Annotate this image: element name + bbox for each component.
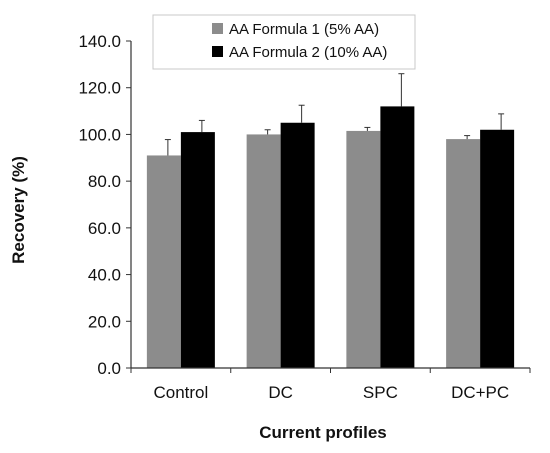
- legend: AA Formula 1 (5% AA) AA Formula 2 (10% AA…: [152, 14, 416, 70]
- y-tick-label: 0.0: [97, 359, 121, 378]
- legend-label: AA Formula 2 (10% AA): [229, 44, 387, 61]
- legend-label: AA Formula 1 (5% AA): [229, 21, 379, 38]
- y-axis-title: Recovery (%): [9, 156, 28, 264]
- x-tick-label: SPC: [363, 383, 398, 402]
- x-tick-label: DC+PC: [451, 383, 509, 402]
- y-tick-label: 140.0: [78, 32, 121, 51]
- bar-1-dc-pc: [446, 139, 481, 368]
- bars: [146, 106, 515, 369]
- bar-2-control: [180, 132, 215, 368]
- y-tick-label: 100.0: [78, 125, 121, 144]
- y-tick-label: 120.0: [78, 79, 121, 98]
- x-tick-labels: Control DC SPC DC+PC: [153, 383, 509, 402]
- x-tick-label: Control: [153, 383, 208, 402]
- bar-1-spc: [346, 130, 381, 368]
- bar-2-spc: [380, 106, 415, 369]
- y-tick-label: 60.0: [88, 219, 121, 238]
- legend-swatch: [212, 46, 223, 57]
- bar-1-dc: [246, 134, 281, 368]
- y-tick-label: 20.0: [88, 312, 121, 331]
- y-tick-label: 40.0: [88, 266, 121, 285]
- legend-box: [152, 14, 416, 70]
- bar-2-dc-pc: [480, 129, 515, 368]
- x-axis-title: Current profiles: [259, 423, 387, 442]
- y-tick-labels: 0.0 20.0 40.0 60.0 80.0 100.0 120.0 140.0: [78, 32, 121, 378]
- legend-swatch: [212, 23, 223, 34]
- y-tick-label: 80.0: [88, 172, 121, 191]
- bar-1-control: [146, 155, 181, 368]
- error-bars: [164, 73, 505, 156]
- axes: [126, 40, 531, 373]
- bar-2-dc: [280, 122, 315, 368]
- x-tick-label: DC: [268, 383, 293, 402]
